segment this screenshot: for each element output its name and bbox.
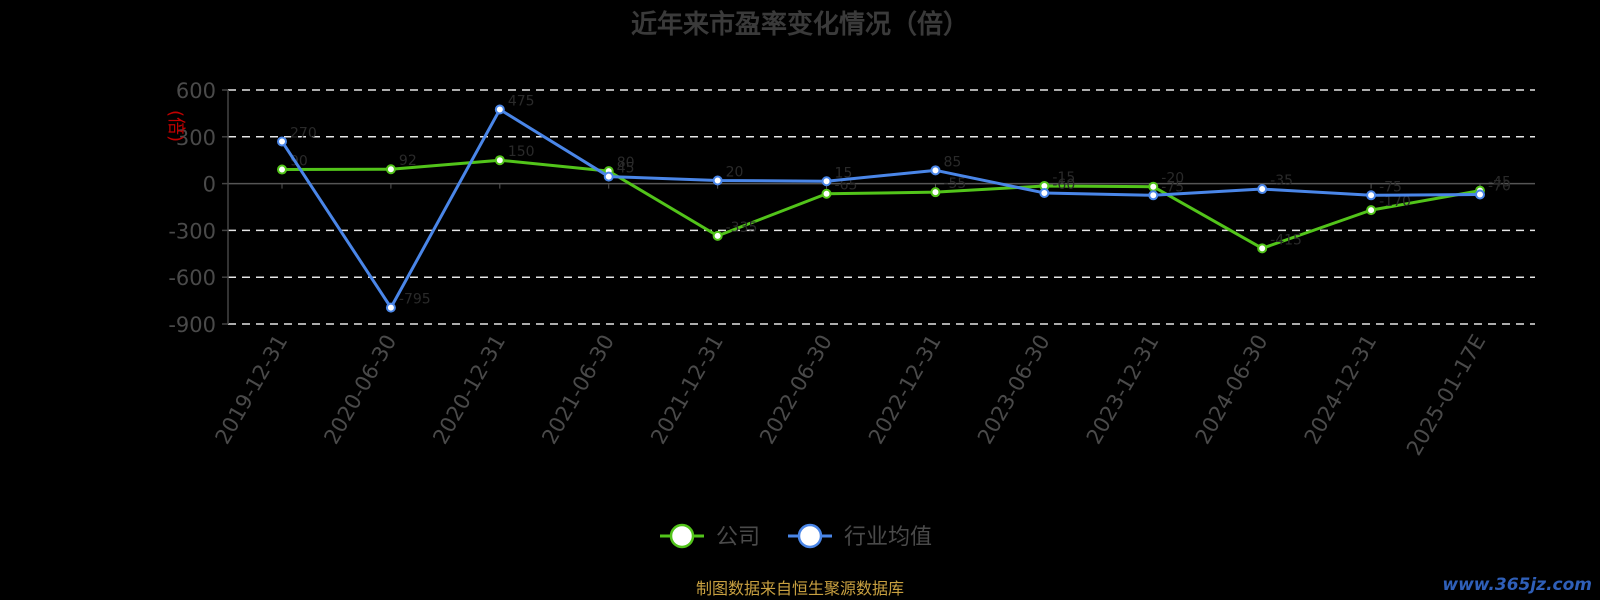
data-point[interactable] <box>712 230 723 241</box>
legend-item-1[interactable]: 公司 <box>660 523 760 550</box>
x-tick-label: 2024-12-31 <box>1300 331 1382 449</box>
y-tick-label: -600 <box>168 266 216 290</box>
y-tick-label: 300 <box>176 126 216 150</box>
data-label: 475 <box>508 94 535 110</box>
series-2: 270 -795 475 45 20 15 85 -60 -75 -35 -75 -70 <box>277 94 1511 313</box>
data-label: 20 <box>726 164 744 180</box>
data-label: -75 <box>1161 179 1184 195</box>
y-tick-label: -300 <box>168 219 216 243</box>
data-point[interactable] <box>494 104 505 115</box>
x-tick-label: 2023-12-31 <box>1082 331 1164 449</box>
x-tick-label: 2021-12-31 <box>646 331 728 449</box>
x-tick-label: 2020-12-31 <box>428 331 510 449</box>
data-point[interactable] <box>494 155 505 166</box>
data-point[interactable] <box>603 171 614 182</box>
data-point[interactable] <box>277 164 287 175</box>
data-label: -60 <box>1052 177 1075 193</box>
data-label: -795 <box>399 292 431 308</box>
data-point[interactable] <box>712 175 723 186</box>
x-tick-label: 2020-06-30 <box>319 331 401 449</box>
data-label: 45 <box>617 161 635 177</box>
data-label: -35 <box>1270 173 1293 189</box>
data-label: 80 <box>617 155 635 171</box>
x-tick-label: 2022-12-31 <box>864 331 946 449</box>
legend-marker-icon <box>669 523 695 549</box>
legend[interactable]: 公司 行业均值 <box>660 523 932 550</box>
chart-title: 近年来市盈率变化情况（倍） <box>631 9 969 40</box>
data-point[interactable] <box>1148 190 1159 201</box>
y-tick-label: -900 <box>168 313 216 337</box>
data-label: -55 <box>943 176 966 192</box>
x-axis: 2019-12-31 2020-06-30 2020-12-31 2021-06-30… <box>211 183 1490 460</box>
data-point[interactable] <box>1475 189 1485 200</box>
data-label: -75 <box>1379 179 1402 195</box>
data-point[interactable] <box>930 187 941 198</box>
data-point[interactable] <box>1039 187 1050 198</box>
data-label: -45 <box>1488 175 1511 191</box>
data-point[interactable] <box>821 188 832 199</box>
data-point[interactable] <box>1366 205 1377 216</box>
x-tick-label: 2021-06-30 <box>537 331 619 449</box>
x-tick-label: 2025-01-17E <box>1402 331 1490 460</box>
x-tick-label: 2024-06-30 <box>1191 331 1273 449</box>
data-label: -20 <box>1161 171 1184 187</box>
legend-marker-icon <box>797 523 823 549</box>
y-axis-unit-label: (倍) <box>165 110 186 142</box>
data-point[interactable] <box>1257 184 1268 195</box>
data-label: 270 <box>290 125 317 141</box>
legend-label: 公司 <box>716 525 760 550</box>
legend-item-2[interactable]: 行业均值 <box>788 523 932 550</box>
data-label: 15 <box>835 165 853 181</box>
x-tick-label: 2019-12-31 <box>211 331 293 449</box>
data-point[interactable] <box>385 164 396 175</box>
data-label: 85 <box>943 154 961 170</box>
data-point[interactable] <box>277 136 287 147</box>
x-tick-label: 2023-06-30 <box>973 331 1055 449</box>
data-label: -70 <box>1488 179 1511 195</box>
y-tick-label: 0 <box>203 173 216 197</box>
data-label: 92 <box>399 153 417 169</box>
data-point[interactable] <box>821 176 832 187</box>
source-note: 制图数据来自恒生聚源数据库 <box>696 579 904 598</box>
data-point[interactable] <box>1257 243 1268 254</box>
legend-label: 行业均值 <box>844 525 932 550</box>
series-group: 90 92 150 80 -335 -65 -55 -15 -20 -415 -170 -45 270 -… <box>277 94 1511 313</box>
data-label: -15 <box>1052 170 1075 186</box>
data-point[interactable] <box>1148 181 1159 192</box>
data-label: 90 <box>290 154 308 170</box>
watermark: www.365jz.com <box>1442 575 1592 595</box>
grid-lines <box>228 89 1535 325</box>
data-label: -415 <box>1270 232 1302 248</box>
data-point[interactable] <box>1366 190 1377 201</box>
data-point[interactable] <box>930 165 941 176</box>
series-1: 90 92 150 80 -335 -65 -55 -15 -20 -415 -170 -45 <box>277 144 1511 254</box>
data-label: 150 <box>508 144 535 160</box>
data-label: -170 <box>1379 194 1411 210</box>
data-label: -335 <box>726 220 758 236</box>
y-axis: 600 300 0 -300 -600 -900 <box>168 79 229 337</box>
series-line <box>280 108 1481 310</box>
x-tick-label: 2022-06-30 <box>755 331 837 449</box>
data-label: -65 <box>835 178 858 194</box>
data-point[interactable] <box>385 302 396 313</box>
y-tick-label: 600 <box>176 79 216 103</box>
series-line <box>281 158 1481 250</box>
